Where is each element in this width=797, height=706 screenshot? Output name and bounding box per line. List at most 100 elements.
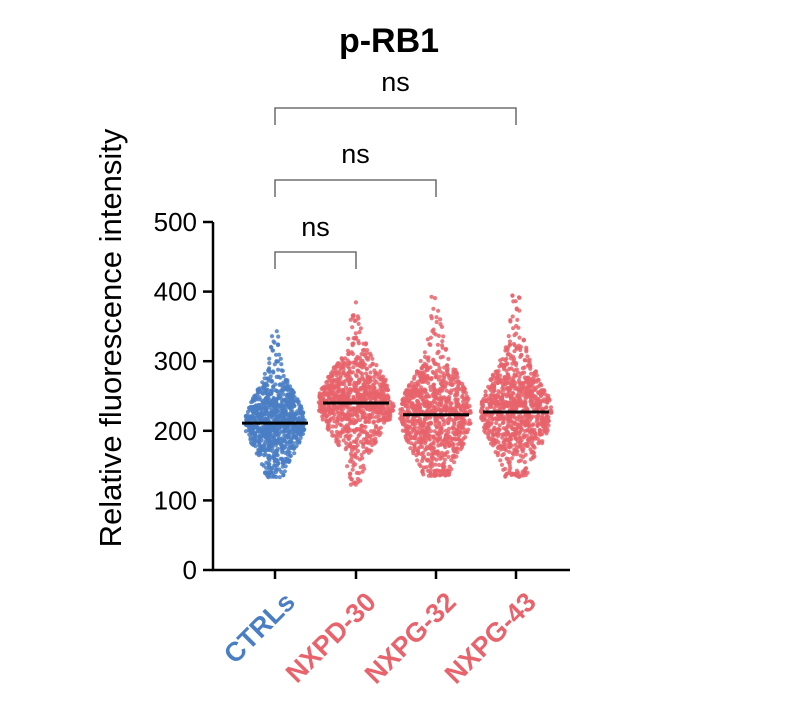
data-point [510, 314, 515, 319]
data-point [357, 432, 362, 437]
data-point [504, 394, 509, 399]
data-point [398, 411, 403, 416]
data-point [492, 401, 498, 406]
data-point [533, 414, 539, 419]
data-point [382, 406, 387, 411]
data-point [432, 391, 437, 397]
data-point [449, 388, 454, 393]
data-point [262, 402, 267, 407]
data-point [507, 339, 513, 344]
data-point [512, 360, 518, 365]
data-point [378, 431, 383, 436]
data-point [530, 384, 536, 389]
data-point [499, 462, 505, 467]
data-point [530, 378, 536, 383]
data-point [338, 434, 343, 439]
data-point [529, 371, 534, 376]
data-point [289, 444, 294, 449]
data-point [271, 370, 276, 375]
data-point [276, 395, 281, 400]
data-point [360, 413, 365, 418]
data-point [506, 389, 511, 394]
data-point [368, 429, 374, 434]
data-point [291, 414, 296, 419]
data-point [510, 431, 515, 436]
data-point [361, 376, 366, 382]
y-tick-label: 400 [154, 277, 197, 307]
data-point [506, 444, 511, 449]
data-point [376, 426, 381, 432]
data-point [378, 404, 383, 409]
data-point [439, 455, 444, 460]
data-point [444, 399, 449, 404]
data-point [411, 449, 416, 454]
data-point [317, 401, 322, 406]
data-point [331, 378, 336, 384]
data-point [541, 388, 547, 393]
data-point [446, 426, 452, 431]
data-point [277, 352, 282, 357]
data-point [351, 444, 356, 450]
data-point [350, 370, 355, 375]
data-point [336, 388, 341, 393]
data-point [494, 375, 499, 380]
data-point [524, 345, 529, 350]
data-point [444, 368, 449, 373]
data-point [463, 435, 468, 440]
data-point [401, 409, 406, 414]
data-point [490, 417, 496, 422]
data-point [330, 369, 335, 374]
data-point [467, 418, 472, 423]
data-point [456, 402, 461, 407]
data-point [387, 417, 392, 422]
data-point [494, 420, 499, 426]
data-point [529, 391, 535, 396]
data-point [446, 356, 451, 362]
data-point [455, 378, 460, 383]
data-point [295, 440, 300, 445]
data-point [300, 410, 305, 415]
data-point [544, 405, 549, 410]
data-point [408, 387, 414, 393]
data-point [518, 381, 523, 386]
data-point [343, 394, 348, 399]
data-point [418, 390, 423, 395]
data-point [501, 405, 506, 411]
data-point [437, 462, 442, 468]
data-point [432, 387, 437, 392]
data-point [490, 373, 496, 378]
data-point [440, 354, 445, 359]
data-point [259, 425, 265, 430]
data-point [530, 428, 535, 433]
data-point [265, 391, 270, 396]
data-point [332, 412, 337, 417]
data-point [521, 454, 526, 459]
data-point [279, 368, 284, 373]
data-point [528, 447, 533, 452]
data-point [428, 468, 433, 473]
data-point [408, 446, 413, 451]
data-point [503, 400, 508, 405]
data-point [442, 452, 447, 458]
data-point [430, 329, 435, 334]
data-point [439, 442, 444, 447]
data-point [350, 315, 355, 320]
data-point [277, 382, 282, 387]
data-point [496, 427, 501, 432]
data-point [496, 413, 502, 418]
data-point [268, 402, 274, 407]
data-point [350, 467, 355, 472]
data-point [357, 330, 362, 335]
data-point [500, 357, 505, 362]
data-point [451, 376, 456, 381]
data-point [273, 402, 278, 407]
data-point [414, 406, 420, 411]
data-point [434, 375, 439, 380]
data-point [516, 459, 521, 464]
data-point [436, 407, 441, 412]
data-point [288, 439, 294, 444]
data-point [264, 418, 269, 423]
data-point [341, 416, 346, 421]
data-point [269, 409, 274, 414]
data-point [442, 470, 447, 475]
